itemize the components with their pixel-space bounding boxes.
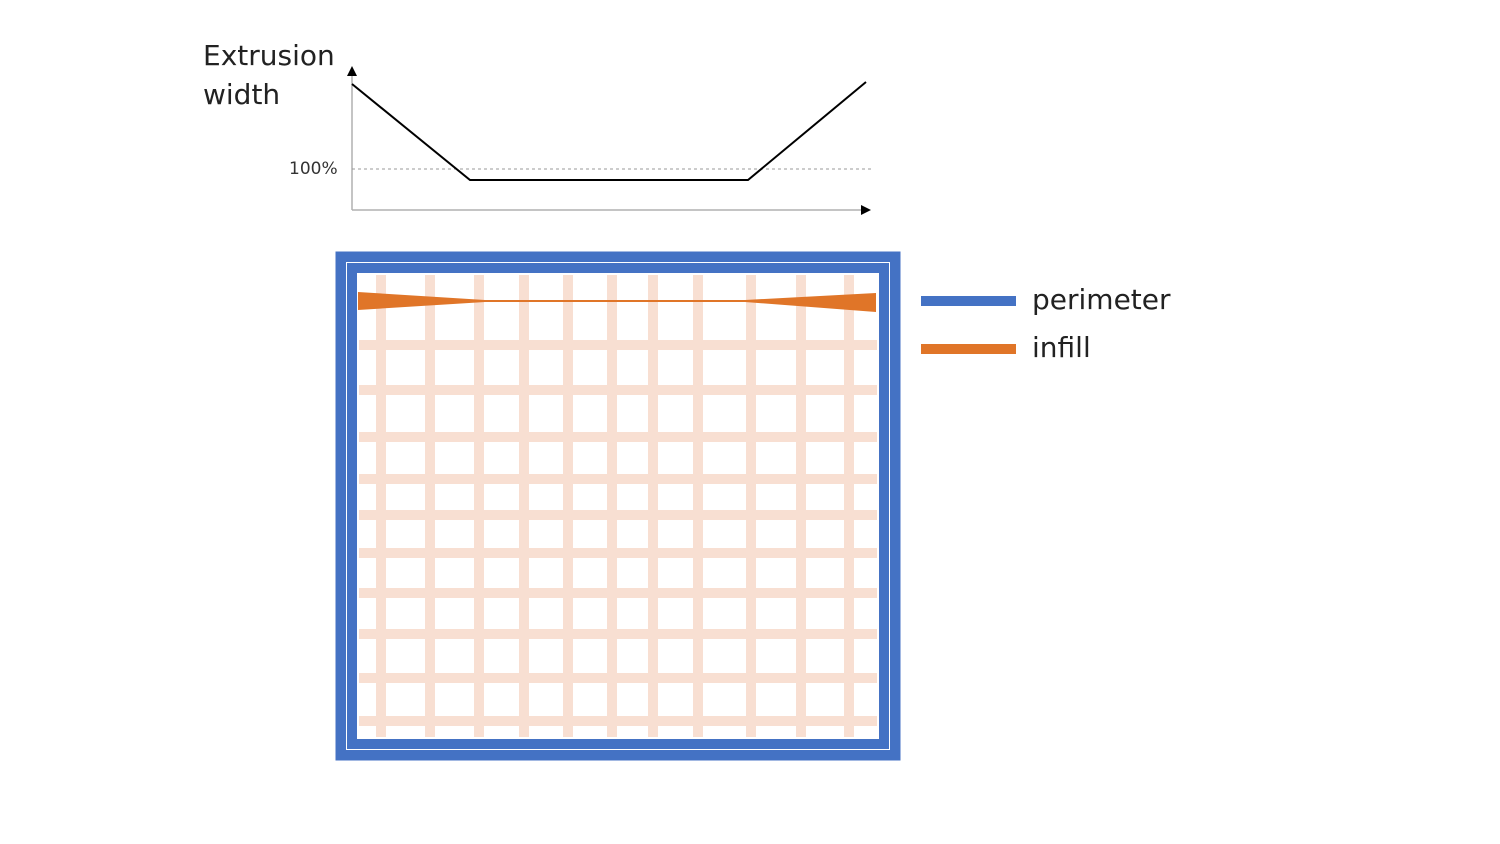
legend-label-infill: infill [1032, 331, 1091, 364]
layer-square [335, 251, 901, 761]
y-axis-label-line-2: width [203, 78, 281, 111]
legend-label-perimeter: perimeter [1032, 283, 1171, 316]
y-axis-label: Extrusion width [203, 36, 335, 114]
infill-horizontal-line [359, 716, 877, 726]
infill-horizontal-line [359, 548, 877, 558]
infill-horizontal-line [359, 629, 877, 639]
infill-vertical-line [844, 275, 854, 737]
infill-vertical-line [519, 275, 529, 737]
infill-grid [359, 275, 877, 737]
infill-horizontal-line [359, 432, 877, 442]
infill-vertical-line [693, 275, 703, 737]
extrusion-width-curve [351, 81, 867, 181]
x-axis-arrow-icon [861, 205, 871, 215]
perimeter-gap [346, 262, 890, 750]
infill-horizontal-line [359, 673, 877, 683]
y-axis-arrow-icon [347, 66, 357, 76]
extrusion-width-graph [347, 66, 871, 215]
infill-vertical-line [425, 275, 435, 737]
legend-item-infill: infill [921, 331, 1091, 364]
reference-tick-label: 100% [289, 159, 338, 179]
infill-vertical-line [474, 275, 484, 737]
infill-horizontal-line [359, 474, 877, 484]
infill-vertical-line [563, 275, 573, 737]
perimeter-swatch [921, 296, 1016, 306]
y-axis-label-line-1: Extrusion [203, 39, 335, 72]
infill-horizontal-line [359, 385, 877, 395]
infill-horizontal-line [359, 510, 877, 520]
infill-vertical-line [376, 275, 386, 737]
infill-horizontal-line [359, 588, 877, 598]
outer-perimeter [335, 251, 901, 761]
infill-swatch [921, 344, 1016, 354]
inner-perimeter [347, 263, 889, 749]
infill-vertical-line [796, 275, 806, 737]
variable-width-infill-line [358, 292, 876, 312]
legend-item-perimeter: perimeter [921, 283, 1171, 316]
infill-area [357, 273, 879, 739]
infill-vertical-line [648, 275, 658, 737]
infill-vertical-line [746, 275, 756, 737]
infill-vertical-line [607, 275, 617, 737]
infill-horizontal-line [359, 340, 877, 350]
